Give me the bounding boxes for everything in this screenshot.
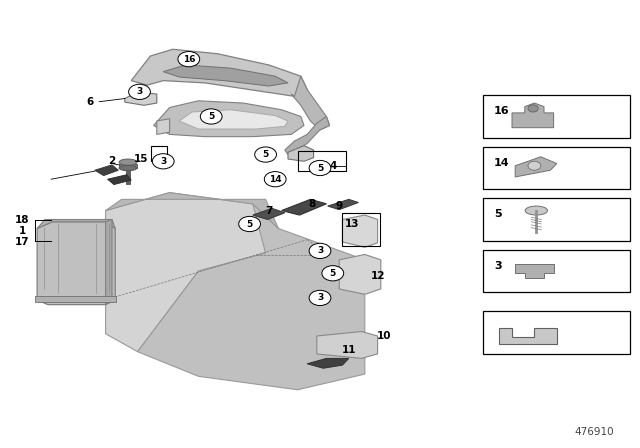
Text: 3: 3	[160, 157, 166, 166]
Polygon shape	[253, 208, 285, 220]
Text: 11: 11	[342, 345, 356, 355]
Polygon shape	[125, 92, 157, 105]
Circle shape	[309, 160, 331, 176]
Ellipse shape	[119, 159, 137, 165]
Text: 18: 18	[15, 215, 29, 224]
Polygon shape	[512, 103, 554, 128]
Text: 12: 12	[371, 271, 385, 280]
Text: 13: 13	[345, 219, 359, 229]
Circle shape	[152, 154, 174, 169]
Text: 3: 3	[317, 293, 323, 302]
Circle shape	[528, 105, 538, 112]
Bar	[483, 311, 630, 354]
Polygon shape	[317, 332, 378, 358]
Circle shape	[322, 266, 344, 281]
Circle shape	[178, 52, 200, 67]
Circle shape	[255, 147, 276, 162]
Text: 2: 2	[108, 156, 116, 166]
Text: 5: 5	[246, 220, 253, 228]
Bar	[151, 146, 167, 161]
Text: 17: 17	[15, 237, 29, 247]
Text: 5: 5	[208, 112, 214, 121]
Circle shape	[129, 84, 150, 99]
Polygon shape	[37, 220, 115, 228]
Polygon shape	[37, 222, 115, 305]
Polygon shape	[119, 164, 137, 168]
Polygon shape	[515, 264, 554, 278]
Text: 15: 15	[134, 154, 148, 164]
Circle shape	[528, 161, 541, 170]
Polygon shape	[95, 165, 118, 176]
Text: 5: 5	[317, 164, 323, 172]
Polygon shape	[288, 146, 314, 161]
Polygon shape	[499, 328, 557, 344]
Polygon shape	[106, 220, 112, 305]
Circle shape	[309, 243, 331, 258]
Polygon shape	[515, 157, 557, 177]
Text: 3: 3	[494, 261, 502, 271]
Text: 4: 4	[329, 161, 337, 171]
Polygon shape	[282, 199, 326, 215]
Polygon shape	[342, 215, 378, 247]
Text: 10: 10	[377, 331, 391, 341]
Polygon shape	[106, 193, 278, 228]
Polygon shape	[307, 358, 349, 368]
Polygon shape	[328, 199, 358, 210]
Polygon shape	[163, 65, 288, 86]
Polygon shape	[154, 101, 304, 137]
Bar	[483, 95, 630, 138]
Text: 6: 6	[86, 97, 93, 107]
Polygon shape	[339, 254, 381, 294]
Polygon shape	[35, 296, 116, 302]
Text: 14: 14	[494, 158, 509, 168]
Text: 14: 14	[269, 175, 282, 184]
Text: 5: 5	[494, 209, 502, 219]
Circle shape	[264, 172, 286, 187]
Circle shape	[309, 290, 331, 306]
Polygon shape	[291, 76, 330, 130]
Text: 1: 1	[19, 226, 26, 236]
Text: 16: 16	[182, 55, 195, 64]
Circle shape	[239, 216, 260, 232]
Text: 5: 5	[262, 150, 269, 159]
Bar	[298, 151, 346, 171]
Polygon shape	[108, 175, 131, 185]
Polygon shape	[126, 168, 130, 184]
Polygon shape	[285, 116, 330, 155]
Ellipse shape	[525, 206, 548, 215]
Text: 8: 8	[308, 199, 316, 209]
Text: 7: 7	[265, 206, 273, 215]
Polygon shape	[157, 119, 170, 134]
Text: 16: 16	[494, 106, 509, 116]
Text: 3: 3	[317, 246, 323, 255]
Ellipse shape	[119, 165, 137, 171]
Bar	[483, 198, 630, 241]
Polygon shape	[179, 110, 288, 129]
Circle shape	[200, 109, 222, 124]
Polygon shape	[131, 49, 307, 96]
Bar	[483, 250, 630, 293]
Text: 476910: 476910	[575, 427, 614, 437]
Text: 9: 9	[335, 201, 343, 211]
Text: 5: 5	[330, 269, 336, 278]
Text: 3: 3	[136, 87, 143, 96]
Polygon shape	[106, 193, 278, 352]
Polygon shape	[138, 204, 365, 390]
Bar	[483, 147, 630, 189]
Bar	[342, 213, 380, 246]
